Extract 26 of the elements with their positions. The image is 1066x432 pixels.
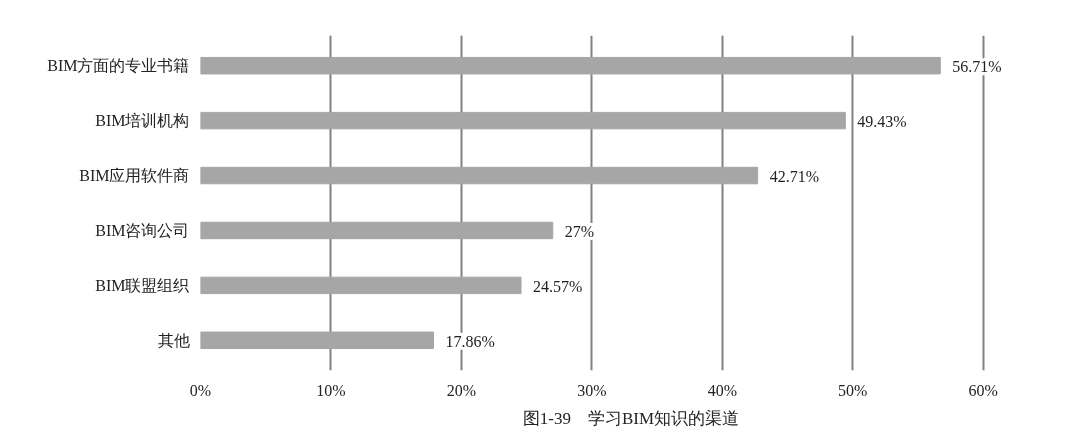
bar bbox=[200, 166, 759, 185]
x-tick-label: 10% bbox=[316, 381, 346, 399]
x-tick-label: 20% bbox=[446, 381, 477, 399]
x-tick-label: 30% bbox=[577, 381, 607, 399]
bar bbox=[200, 111, 846, 130]
data-label: 17.86% bbox=[445, 332, 495, 350]
y-tick-label: BIM应用软件商 bbox=[79, 167, 190, 185]
bar bbox=[200, 276, 522, 295]
bar bbox=[200, 56, 941, 75]
y-tick-label: 其他 bbox=[157, 331, 190, 349]
data-label: 24.57% bbox=[533, 277, 583, 295]
x-tick-label: 40% bbox=[707, 381, 737, 399]
data-label: 49.43% bbox=[857, 113, 907, 131]
y-tick-label: BIM培训机构 bbox=[95, 112, 190, 130]
text: 图1-39 学习BIM知识的渠道 bbox=[522, 408, 740, 428]
data-label: 56.71% bbox=[952, 58, 1002, 76]
y-tick-label: BIM联盟组织 bbox=[95, 276, 190, 294]
x-tick-label: 50% bbox=[838, 381, 868, 399]
data-label: 27% bbox=[564, 222, 595, 240]
x-tick-label: 60% bbox=[968, 381, 998, 399]
x-tick-label: 0% bbox=[189, 381, 212, 399]
bar bbox=[200, 331, 434, 350]
bar bbox=[200, 221, 554, 240]
y-tick-label: BIM咨询公司 bbox=[95, 221, 190, 239]
y-tick-label: BIM方面的专业书籍 bbox=[47, 57, 190, 75]
data-label: 42.71% bbox=[769, 168, 819, 186]
